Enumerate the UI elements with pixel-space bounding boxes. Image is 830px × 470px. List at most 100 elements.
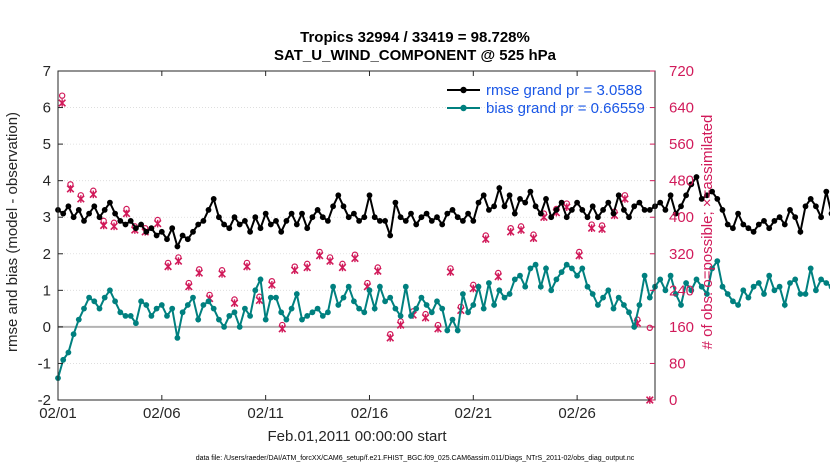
bias-point: [288, 305, 295, 312]
chart-title-line2: SAT_U_WIND_COMPONENT @ 525 hPa: [274, 47, 557, 64]
rmse-point: [527, 188, 534, 195]
bias-point: [781, 302, 788, 308]
bias-point: [210, 305, 217, 312]
rmse-point: [216, 214, 222, 221]
y-right-tick-label: 240: [669, 282, 694, 299]
bias-point: [190, 294, 196, 301]
left-axis: -2 -1 0 1 2 3 4 5 6 7: [38, 63, 63, 409]
rmse-point: [693, 174, 700, 180]
bias-point: [231, 309, 238, 316]
y-left-tick-label: -2: [38, 392, 51, 409]
bias-point: [382, 298, 388, 305]
rmse-point: [314, 207, 321, 213]
bias-point: [621, 302, 627, 308]
rmse-point: [600, 207, 606, 213]
bias-point: [278, 309, 285, 316]
bias-point: [693, 276, 700, 283]
rmse-point: [626, 214, 632, 221]
bias-point: [527, 265, 534, 272]
y-left-tick-label: 1: [43, 282, 51, 299]
rmse-point: [704, 192, 710, 199]
bias-point: [714, 258, 721, 264]
bias-point: [184, 302, 191, 308]
rmse-point: [480, 192, 487, 199]
y-right-tick-label: 320: [669, 246, 694, 263]
rmse-point: [584, 214, 591, 221]
obs-assimilated-point: [243, 262, 251, 271]
rmse-point: [792, 214, 799, 221]
obs-assimilated-point: [434, 324, 442, 333]
legend-rmse-marker: [460, 86, 467, 94]
bias-point: [86, 294, 92, 301]
rmse-point: [776, 214, 783, 221]
bias-point: [797, 291, 804, 297]
rmse-point: [755, 221, 762, 228]
bias-point: [247, 313, 254, 319]
bias-point: [164, 313, 170, 319]
bias-point: [610, 305, 617, 312]
obs-assimilated-point: [76, 195, 85, 203]
bias-point: [823, 280, 830, 286]
obs-assimilated-point: [506, 227, 515, 236]
bias-point: [402, 283, 409, 290]
rmse-point: [797, 228, 804, 235]
rmse-point: [771, 218, 778, 224]
bias-point: [387, 294, 394, 301]
grid: [58, 70, 655, 401]
rmse-point: [304, 225, 311, 232]
obs-assimilated-point: [278, 324, 287, 333]
obs-assimilated-point: [195, 269, 204, 277]
bias-point: [698, 283, 705, 290]
bias-point: [631, 324, 638, 330]
bias-point: [299, 316, 305, 323]
rmse-point: [807, 196, 814, 202]
y-left-tick-label: 2: [43, 246, 51, 263]
bias-point: [719, 283, 726, 290]
rmse-point: [127, 218, 134, 224]
rmse-point: [439, 221, 446, 228]
bias-point: [766, 272, 773, 279]
x-axis: 02/01 02/06 02/11 02/16 02/21 02/26: [39, 71, 596, 422]
rmse-point: [325, 218, 331, 224]
obs-assimilated-point: [373, 267, 382, 276]
obs-assimilated-point: [174, 257, 183, 265]
bias-point: [319, 313, 326, 319]
bias-point: [107, 287, 113, 294]
legend-bias-label: bias grand pr = 0.66559: [486, 100, 645, 117]
bias-point: [491, 302, 497, 308]
rmse-point: [631, 203, 638, 210]
rmse-point: [345, 214, 352, 221]
rmse-point: [423, 210, 430, 217]
obs-assimilated-point: [446, 268, 455, 276]
y-right-tick-label: 720: [669, 63, 694, 80]
obs-assimilated-point: [598, 225, 606, 233]
bias-point: [641, 272, 648, 279]
bias-point: [148, 313, 155, 319]
bias-point: [138, 298, 145, 305]
rmse-point: [595, 214, 601, 221]
rmse-point: [569, 207, 575, 213]
rmse-point: [657, 199, 664, 206]
bias-point: [169, 305, 176, 312]
rmse-point: [553, 207, 560, 213]
bias-point: [506, 291, 513, 297]
obs-assimilated-point: [58, 99, 67, 107]
rmse-point: [309, 214, 316, 221]
y-left-tick-label: 4: [43, 173, 51, 190]
obs-assimilated-point: [184, 282, 193, 291]
rmse-point: [678, 203, 684, 210]
rmse-point: [288, 210, 295, 217]
bias-point: [195, 316, 202, 323]
obs-assimilated-point: [351, 254, 359, 263]
obs-assimilated-point: [386, 333, 395, 342]
legend-rmse-label: rmse grand pr = 3.0588: [486, 82, 642, 99]
y-left-tick-label: 7: [43, 63, 51, 80]
rmse-point: [236, 221, 243, 228]
bias-point: [418, 294, 425, 301]
rmse-point: [164, 236, 170, 243]
bias-point: [112, 298, 118, 305]
bias-point: [262, 316, 269, 323]
bias-point: [755, 280, 762, 286]
bias-point: [75, 316, 82, 323]
obs-assimilated-point: [218, 270, 226, 278]
